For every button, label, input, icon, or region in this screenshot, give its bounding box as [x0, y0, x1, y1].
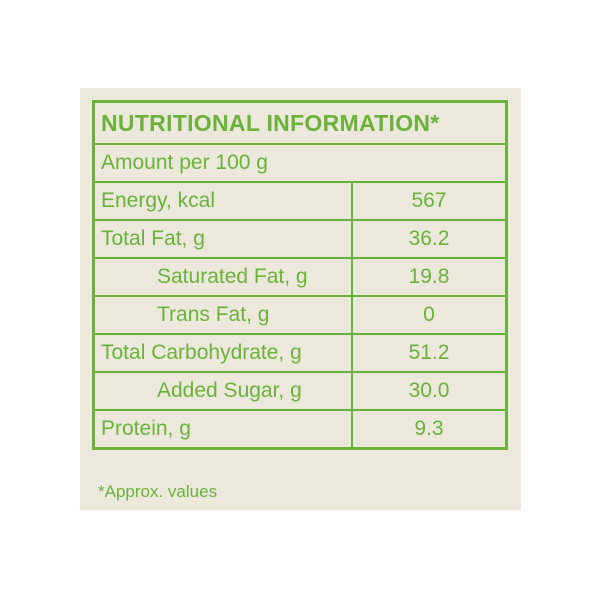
nutrient-row: Energy, kcal 567: [92, 181, 508, 221]
amount-label: Amount per 100 g: [92, 143, 508, 183]
nutrient-label: Saturated Fat, g: [92, 257, 353, 297]
amount-row: Amount per 100 g: [92, 143, 508, 183]
title-row: NUTRITIONAL INFORMATION*: [92, 100, 508, 145]
nutrient-row: Added Sugar, g 30.0: [92, 371, 508, 411]
nutrient-value: 9.3: [351, 409, 508, 450]
nutrient-value: 51.2: [351, 333, 508, 373]
nutrient-row: Total Fat, g 36.2: [92, 219, 508, 259]
nutrition-table: NUTRITIONAL INFORMATION* Amount per 100 …: [92, 100, 508, 450]
nutrient-value: 0: [351, 295, 508, 335]
nutrient-label: Total Carbohydrate, g: [92, 333, 353, 373]
nutrient-label: Trans Fat, g: [92, 295, 353, 335]
nutrient-row: Total Carbohydrate, g 51.2: [92, 333, 508, 373]
nutrient-row: Protein, g 9.3: [92, 409, 508, 450]
footnote: *Approx. values: [98, 482, 218, 501]
nutrient-value: 30.0: [351, 371, 508, 411]
table-title: NUTRITIONAL INFORMATION*: [92, 100, 508, 145]
table-body: NUTRITIONAL INFORMATION* Amount per 100 …: [92, 100, 508, 450]
nutrient-value: 19.8: [351, 257, 508, 297]
nutrient-label: Energy, kcal: [92, 181, 353, 221]
nutrient-value: 36.2: [351, 219, 508, 259]
nutrient-label: Added Sugar, g: [92, 371, 353, 411]
nutrient-label: Total Fat, g: [92, 219, 353, 259]
nutrient-row: Saturated Fat, g 19.8: [92, 257, 508, 297]
nutrient-value: 567: [351, 181, 508, 221]
nutrient-label: Protein, g: [92, 409, 353, 450]
nutrition-panel: NUTRITIONAL INFORMATION* Amount per 100 …: [80, 88, 521, 510]
